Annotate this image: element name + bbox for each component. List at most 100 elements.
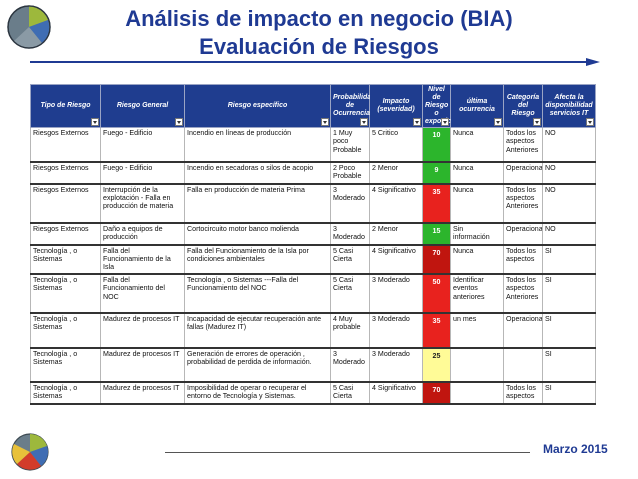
cell-riesgo-general: Falla del Funcionamiento de la Isla [100, 243, 185, 275]
column-header-label: Impacto (severidad) [377, 98, 415, 113]
filter-dropdown-icon[interactable] [494, 118, 502, 126]
cell-ultima-ocurrencia: Nunca [450, 243, 504, 275]
cell-tipo: Tecnología , o Sistemas [30, 312, 101, 349]
cell-nivel: 15 [422, 222, 451, 246]
cell-nivel: 35 [422, 312, 451, 349]
table-row: Tecnología , o Sistemas Falla del Funcion… [30, 273, 596, 314]
column-header-label: última ocurrencia [459, 98, 495, 113]
filter-dropdown-icon[interactable] [586, 118, 594, 126]
column-header-label: Afecta la disponibilidad servicios IT [545, 94, 593, 117]
table-row: Riesgos Externos Interrupción de la explo… [30, 183, 596, 224]
table-row: Riesgos Externos Fuego - Edificio Incendio… [30, 127, 596, 163]
cell-ultima-ocurrencia: Nunca [450, 183, 504, 224]
column-header-label: Tipo de Riesgo [40, 102, 91, 109]
cell-probabilidad: 5 Casi Cierta [330, 273, 370, 314]
cell-impacto: 4 Significativo [369, 381, 423, 405]
cell-probabilidad: 5 Casi Cierta [330, 243, 370, 275]
cell-riesgo-especifico: Falla del Funcionamiento de la Isla por … [184, 243, 331, 275]
cell-probabilidad: 3 Moderado [330, 222, 370, 246]
column-header: Riesgo específico [184, 84, 331, 128]
cell-ultima-ocurrencia: un mes [450, 312, 504, 349]
cell-afecta: SI [542, 381, 596, 405]
cell-probabilidad: 4 Muy probable [330, 312, 370, 349]
cell-impacto: 2 Menor [369, 161, 423, 185]
table-row: Riesgos Externos Fuego - Edificio Incendio… [30, 161, 596, 185]
footer-date: Marzo 2015 [543, 442, 608, 456]
cell-riesgo-especifico: Cortocircuito motor banco molienda [184, 222, 331, 246]
column-header: Tipo de Riesgo [30, 84, 101, 128]
cell-impacto: 5 Critico [369, 127, 423, 163]
cell-impacto: 2 Menor [369, 222, 423, 246]
cell-nivel: 70 [422, 381, 451, 405]
column-header: última ocurrencia [450, 84, 504, 128]
cell-nivel: 9 [422, 161, 451, 185]
cell-riesgo-general: Madurez de procesos IT [100, 312, 185, 349]
cell-afecta: SI [542, 312, 596, 349]
cell-afecta: SI [542, 273, 596, 314]
filter-dropdown-icon[interactable] [175, 118, 183, 126]
cell-riesgo-especifico: Incendio en secadoras o silos de acopio [184, 161, 331, 185]
cell-tipo: Tecnología , o Sistemas [30, 381, 101, 405]
cell-afecta: NO [542, 161, 596, 185]
cell-tipo: Riesgos Externos [30, 161, 101, 185]
column-header: Probabilidad de Ocurrencia [330, 84, 375, 128]
cell-categoria: Todos los aspectos [503, 243, 543, 275]
cell-tipo: Riesgos Externos [30, 127, 101, 163]
cell-ultima-ocurrencia [450, 347, 504, 383]
cell-ultima-ocurrencia [450, 381, 504, 405]
cell-categoria [503, 347, 543, 383]
table-row: Riesgos Externos Daño a equipos de produc… [30, 222, 596, 246]
cell-afecta: NO [542, 127, 596, 163]
column-header: Nivel de Riesgo o exposición [422, 84, 462, 128]
cell-riesgo-general: Madurez de procesos IT [100, 381, 185, 405]
cell-nivel: 35 [422, 183, 451, 224]
risk-table-container: Tipo de Riesgo Riesgo General Riesgo espec… [30, 84, 596, 405]
cell-tipo: Tecnología , o Sistemas [30, 273, 101, 314]
cell-nivel: 70 [422, 243, 451, 275]
filter-dropdown-icon[interactable] [441, 118, 449, 126]
cell-probabilidad: 5 Casi Cierta [330, 381, 370, 405]
cell-riesgo-general: Interrupción de la explotación - Falla e… [100, 183, 185, 224]
cell-riesgo-especifico: Incendio en líneas de producción [184, 127, 331, 163]
cell-categoria: Operacional [503, 161, 543, 185]
page-subtitle: Evaluación de Riesgos [199, 34, 439, 59]
cell-riesgo-especifico: Imposibilidad de operar o recuperar el e… [184, 381, 331, 405]
cell-impacto: 3 Moderado [369, 312, 423, 349]
cell-categoria: Operacional [503, 312, 543, 349]
column-header: Categoría del Riesgo [503, 84, 543, 128]
cell-afecta: NO [542, 183, 596, 224]
cell-riesgo-general: Falla del Funcionamiento del NOC [100, 273, 185, 314]
logo-top [6, 4, 52, 50]
cell-ultima-ocurrencia: Identificar eventos anteriores [450, 273, 504, 314]
cell-categoria: Todos los aspectos Anteriores [503, 273, 543, 314]
cell-ultima-ocurrencia: Nunca [450, 161, 504, 185]
cell-riesgo-especifico: Tecnología , o Sistemas ---Falla del Fun… [184, 273, 331, 314]
cell-impacto: 4 Significativo [369, 183, 423, 224]
cell-riesgo-general: Madurez de procesos IT [100, 347, 185, 383]
column-header-label: Probabilidad de Ocurrencia [333, 94, 376, 117]
cell-ultima-ocurrencia: Sin información [450, 222, 504, 246]
cell-tipo: Tecnología , o Sistemas [30, 243, 101, 275]
cell-nivel: 50 [422, 273, 451, 314]
table-row: Tecnología , o Sistemas Madurez de proces… [30, 347, 596, 383]
cell-riesgo-especifico: Falla en producción de materia Prima [184, 183, 331, 224]
filter-dropdown-icon[interactable] [533, 118, 541, 126]
filter-dropdown-icon[interactable] [413, 118, 421, 126]
cell-impacto: 3 Moderado [369, 347, 423, 383]
cell-tipo: Riesgos Externos [30, 222, 101, 246]
table-row: Tecnología , o Sistemas Falla del Funcion… [30, 243, 596, 275]
cell-probabilidad: 1 Muy poco Probable [330, 127, 370, 163]
divider-arrow [30, 58, 600, 66]
cell-categoria: Operacional [503, 222, 543, 246]
table-row: Tecnología , o Sistemas Madurez de proces… [30, 381, 596, 405]
cell-nivel: 25 [422, 347, 451, 383]
cell-categoria: Todos los aspectos Anteriores [503, 127, 543, 163]
column-header: Afecta la disponibilidad servicios IT [542, 84, 596, 128]
cell-nivel: 10 [422, 127, 451, 163]
filter-dropdown-icon[interactable] [91, 118, 99, 126]
table-row: Tecnología , o Sistemas Madurez de proces… [30, 312, 596, 349]
filter-dropdown-icon[interactable] [360, 118, 368, 126]
page-title: Análisis de impacto en negocio (BIA) [125, 6, 513, 31]
cell-categoria: Todos los aspectos Anteriores [503, 183, 543, 224]
filter-dropdown-icon[interactable] [321, 118, 329, 126]
